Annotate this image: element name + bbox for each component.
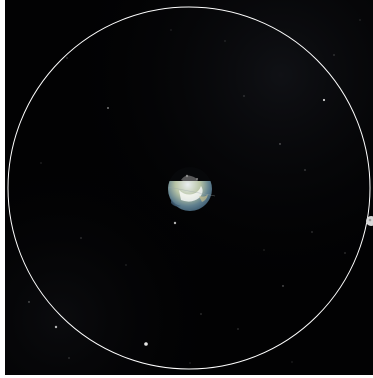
bottom-margin xyxy=(0,375,373,378)
moon-icon[interactable] xyxy=(366,216,373,226)
star-field xyxy=(28,19,361,364)
space-view[interactable] xyxy=(5,0,373,375)
moon-orbit-ring xyxy=(7,6,371,370)
earth-lit-hemisphere xyxy=(168,181,212,211)
earth-globe-icon[interactable] xyxy=(167,167,216,211)
space-scene xyxy=(5,0,373,375)
left-margin xyxy=(0,0,5,378)
